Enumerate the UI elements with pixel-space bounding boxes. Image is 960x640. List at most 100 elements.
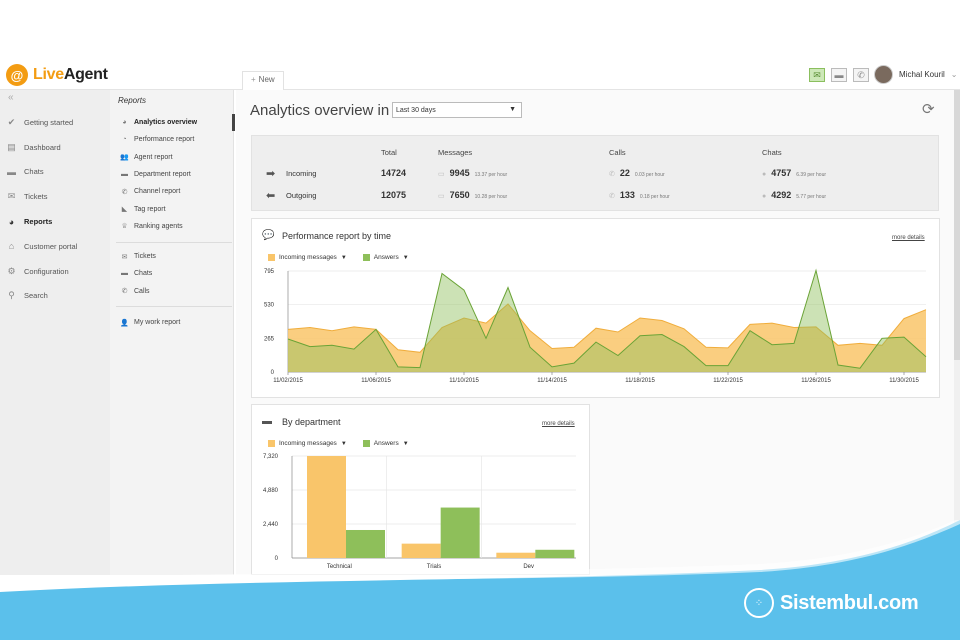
plus-icon: + [251, 75, 256, 84]
collapse-icon[interactable]: « [8, 92, 14, 103]
divider [116, 242, 232, 243]
legend-answers[interactable]: Answers ▼ [362, 254, 409, 261]
legend-incoming[interactable]: Incoming messages ▼ [268, 440, 347, 447]
subnav-ranking-agents[interactable]: ♕ Ranking agents [110, 218, 234, 235]
top-bar: @ LiveAgent + New ✉ ▬ ✆ Michal Kouril ⌄ [0, 62, 960, 90]
legend-swatch [362, 440, 370, 447]
department-more-details-link[interactable]: more details [542, 421, 575, 427]
subnav-chats[interactable]: ▬ Chats [110, 265, 234, 282]
legend-label: Answers [373, 254, 399, 261]
calls-value: 22 [619, 168, 630, 178]
scrollbar-thumb[interactable] [954, 90, 960, 360]
caret-down-icon: ▼ [509, 106, 516, 113]
watermark-text: Sistembul.com [780, 591, 919, 614]
chevron-down-icon: ⌄ [950, 70, 958, 79]
bar-incoming-messages [307, 456, 346, 558]
chat-status-icon[interactable]: ▬ [831, 68, 847, 82]
bar-answers [440, 507, 480, 558]
scrollbar[interactable] [954, 90, 960, 575]
chats-cell: ● 4757 6.39 per hour [762, 168, 826, 178]
reports-sidebar: Reports ◕ Analytics overview ◔ Performance… [110, 90, 235, 575]
subnav-label: Chats [134, 270, 153, 278]
sidebar-item-reports[interactable]: ◕ Reports [0, 209, 110, 234]
x-tick-label: 11/26/2015 [801, 378, 831, 384]
header-calls: Calls [609, 148, 626, 157]
subnav-channel-report[interactable]: ✆ Channel report [110, 183, 234, 200]
subnav-performance-report[interactable]: ◔ Performance report [110, 131, 234, 148]
message-icon: ▭ [438, 193, 445, 200]
watermark: ⁘ Sistembul.com [744, 588, 919, 618]
row-label: Incoming [286, 169, 317, 178]
caret-down-icon: ▼ [340, 254, 347, 261]
sidebar-item-search[interactable]: ⚲ Search [0, 284, 110, 309]
row-total: 14724 [381, 168, 407, 178]
gauge-icon: ◔ [122, 136, 127, 144]
subnav-my-work-report[interactable]: 👤 My work report [110, 314, 234, 331]
subnav-department-report[interactable]: ▬ Department report [110, 166, 234, 183]
pie-chart-icon: ◕ [122, 119, 127, 127]
sidebar-item-dashboard[interactable]: ▤ Dashboard [0, 135, 110, 160]
period-select[interactable]: Last 30 days ▼ [392, 102, 522, 118]
messages-rate: 13.37 per hour [474, 172, 508, 178]
subnav-agent-report[interactable]: 👥 Agent report [110, 149, 234, 166]
sidebar-item-configuration[interactable]: ⚙ Configuration [0, 259, 110, 284]
department-panel-title: By department [282, 417, 341, 427]
logo[interactable]: @ LiveAgent [6, 64, 108, 86]
decorative-wave [0, 520, 960, 640]
dashboard-icon: ▤ [7, 141, 16, 152]
sidebar-item-tickets[interactable]: ✉ Tickets [0, 184, 110, 209]
refresh-icon[interactable]: ⟳ [922, 101, 935, 118]
x-tick-label: 11/10/2015 [449, 378, 479, 384]
new-tab-button[interactable]: + New [242, 71, 284, 90]
subnav-label: Tickets [134, 253, 156, 261]
subnav-label: Calls [134, 287, 150, 295]
chats-value: 4757 [771, 168, 792, 178]
header-messages: Messages [438, 148, 473, 157]
subnav-tag-report[interactable]: ◣ Tag report [110, 200, 234, 217]
performance-more-details-link[interactable]: more details [892, 235, 925, 241]
chat-icon: ▬ [7, 166, 16, 177]
chats-rate: 6.39 per hour [796, 172, 827, 178]
main-content: Analytics overview in Last 30 days ▼ ⟳ To… [236, 90, 960, 575]
user-icon: 👤 [120, 319, 129, 327]
sidebar-item-customer-portal[interactable]: ⌂ Customer portal [0, 234, 110, 259]
subnav-analytics-overview[interactable]: ◕ Analytics overview [110, 114, 235, 132]
chats-rate: 5.77 per hour [796, 194, 827, 200]
arrow-right-icon: ➡ [266, 168, 276, 180]
subnav-label: Agent report [134, 153, 173, 161]
subnav-label: Tag report [134, 205, 166, 213]
user-menu[interactable]: Michal Kouril ⌄ [874, 65, 958, 84]
mail-status-icon[interactable]: ✉ [809, 68, 825, 82]
x-tick-label: Technical [327, 564, 352, 570]
subnav-label: Channel report [134, 188, 181, 196]
y-tick-label: 0 [275, 556, 279, 562]
legend-answers[interactable]: Answers ▼ [362, 440, 409, 447]
sidebar-item-chats[interactable]: ▬ Chats [0, 160, 110, 185]
subnav-label: Performance report [134, 136, 195, 144]
trophy-icon: ♕ [121, 223, 128, 231]
chats-cell: ● 4292 5.77 per hour [762, 190, 826, 200]
calls-rate: 0.03 per hour [634, 172, 665, 178]
folder-icon: ▬ [121, 171, 128, 179]
subnav-calls[interactable]: ✆ Calls [110, 283, 234, 300]
bar-incoming-messages [401, 543, 441, 558]
subnav-tickets[interactable]: ✉ Tickets [110, 248, 234, 265]
answers-series-line [287, 268, 927, 369]
sidebar-item-label: Reports [24, 217, 53, 227]
period-value: Last 30 days [396, 106, 436, 114]
subnav-label: My work report [134, 319, 181, 327]
y-tick-label: 7,320 [263, 454, 279, 460]
reports-sidebar-title: Reports [118, 96, 147, 105]
summary-table: Total Messages Calls Chats ➡ Incoming 14… [251, 135, 939, 211]
header-total: Total [381, 148, 397, 157]
sidebar-item-getting-started[interactable]: ✔ Getting started [0, 110, 110, 135]
users-icon: 👥 [120, 154, 129, 162]
messages-value: 9945 [449, 168, 470, 178]
message-icon: ▭ [438, 171, 445, 178]
y-tick-label: 530 [264, 303, 275, 309]
legend-incoming[interactable]: Incoming messages ▼ [268, 254, 347, 261]
phone-status-icon[interactable]: ✆ [853, 68, 869, 82]
calls-cell: ✆ 133 0.18 per hour [609, 190, 670, 200]
summary-row-incoming: ➡ Incoming 14724 ▭ 9945 13.37 per hour ✆ 22… [252, 163, 940, 185]
logo-text: LiveAgent [33, 66, 108, 83]
